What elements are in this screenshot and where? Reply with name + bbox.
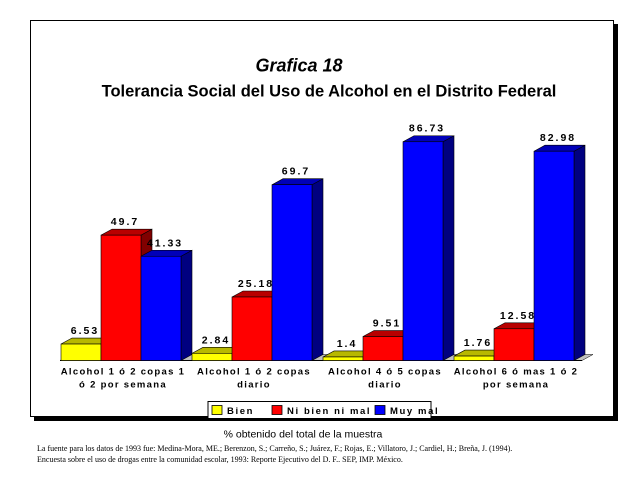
value-label-bien-3: 1.4 [337,338,358,350]
value-label-ni-bien-ni-mal-2: 25.18 [238,278,274,290]
bar-muy-mal-4 [533,144,586,362]
chart-note: % obtenido del total de la muestra [224,429,383,441]
value-label-ni-bien-ni-mal-4: 12.58 [500,310,536,322]
bar-muy-mal-2 [271,178,324,362]
value-label-muy-mal-3: 86.73 [409,123,445,135]
category-label-1-line-1: Alcohol 1 ó 2 copas 1 [61,367,185,378]
category-label-3-line-2: diario [368,380,402,391]
value-label-muy-mal-2: 69.7 [282,166,310,178]
category-label-2-line-2: diario [237,380,271,391]
source-note-line-1: La fuente para los datos de 1993 fue: Me… [37,444,513,453]
bars-layer [59,135,594,362]
bar-chart: Grafica 18 Tolerancia Social del Uso de … [59,56,594,441]
bar-muy-mal-1 [140,249,193,362]
value-label-muy-mal-4: 82.98 [540,132,576,144]
legend-label-3: Muy mal [390,406,439,417]
category-label-4-line-1: Alcohol 6 ó mas 1 ó 2 [454,367,578,378]
legend-label-2: Ni bien ni mal [287,406,371,417]
source-note-line-2: Encuesta sobre el uso de drogas entre la… [37,455,403,464]
category-labels-layer: Alcohol 1 ó 2 copas 1 ó 2 por semana Alcoh… [61,367,578,391]
legend-swatch-1 [211,405,223,415]
value-label-ni-bien-ni-mal-3: 9.51 [373,318,401,330]
legend-swatch-3 [374,405,386,415]
value-label-muy-mal-1: 41.33 [147,237,183,249]
value-label-bien-4: 1.76 [464,337,492,349]
category-label-3-line-1: Alcohol 4 ó 5 copas [328,367,442,378]
bar-muy-mal-3 [402,135,455,362]
category-label-2-line-1: Alcohol 1 ó 2 copas [197,367,311,378]
figure-number: Grafica 18 [255,56,342,76]
legend-label-1: Bien [227,406,254,417]
value-labels-layer: 6.53 49.7 41.33 2.84 25.18 69.7 1.4 9.51 86.73 1.… [71,123,576,350]
category-label-4-line-2: por semana [483,380,549,391]
value-label-bien-2: 2.84 [202,334,230,346]
legend-swatch-2 [271,405,283,415]
chart-title: Tolerancia Social del Uso de Alcohol en … [102,83,557,101]
legend: Bien Ni bien ni mal Muy mal [207,401,439,419]
source-note: La fuente para los datos de 1993 fue: Me… [37,443,597,465]
chart-frame: Grafica 18 Tolerancia Social del Uso de … [30,20,614,441]
category-label-1-line-2: ó 2 por semana [79,380,167,391]
value-label-ni-bien-ni-mal-1: 49.7 [111,216,139,228]
value-label-bien-1: 6.53 [71,325,99,337]
